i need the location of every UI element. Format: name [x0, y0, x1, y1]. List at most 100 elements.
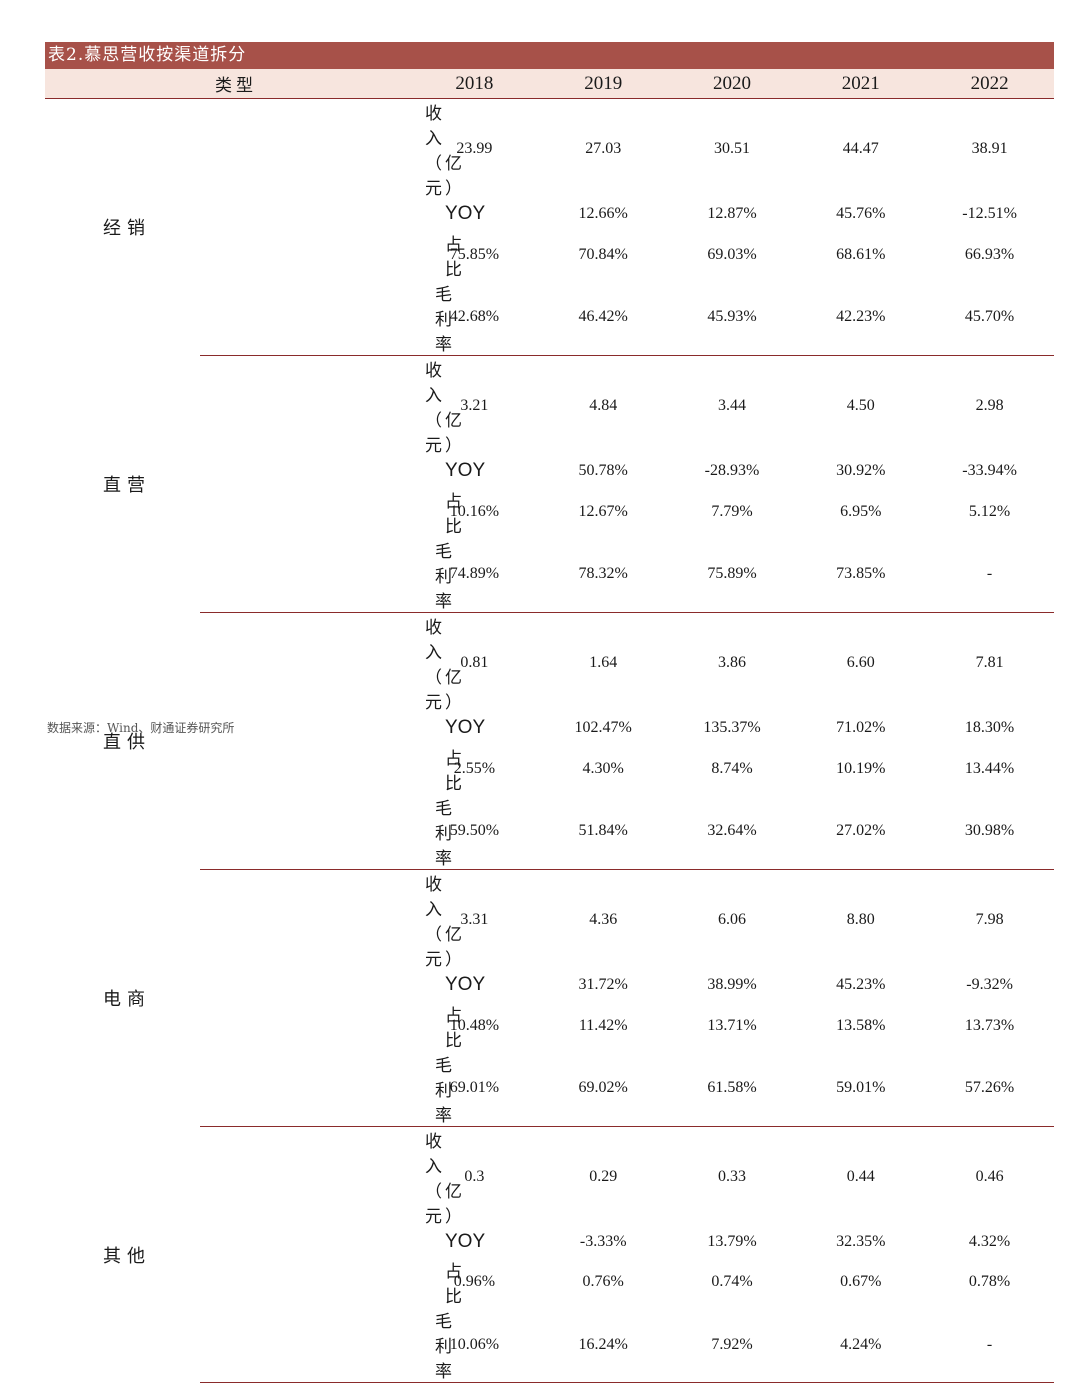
metric-label: 占比 [445, 234, 465, 280]
table-cell: 27.03 [585, 140, 622, 157]
table-cell: 7.79% [711, 502, 753, 520]
table-cell: 45.93% [667, 279, 797, 356]
table-cell: 0.67% [840, 1273, 882, 1291]
table-cell: 44.47 [842, 140, 879, 157]
source-note: 数据来源：Wind、财通证券研究所 [47, 721, 235, 735]
table-title: 表2.慕思营收按渠道拆分 [45, 42, 1054, 69]
table-cell: 68.61% [836, 245, 886, 263]
metric-label: YOY [445, 974, 486, 996]
table-cell: 16.24% [538, 1307, 668, 1383]
table-cell: 8.80 [846, 910, 875, 928]
table-row: YOY 102.47% 135.37% 71.02% 18.30% [45, 713, 1054, 744]
table-cell: 102.47% [574, 719, 632, 737]
table-cell: 4.32% [968, 1233, 1011, 1250]
channel-label: 电商 [103, 988, 151, 1010]
table-cell: 0.81 [460, 653, 489, 671]
table-cell: - [925, 536, 1054, 613]
table-cell: 10.06% [410, 1307, 539, 1383]
table-cell: 50.78% [578, 462, 628, 480]
table-cell: 4.36 [589, 910, 618, 928]
table-row: 占比 75.85% 70.84% 69.03% 68.61% 66.93% [45, 230, 1054, 280]
metric-label: YOY [445, 1231, 486, 1252]
table-cell: -9.32% [966, 976, 1013, 994]
table-cell: 30.51 [713, 140, 750, 157]
table-cell: 78.32% [538, 536, 668, 613]
metric-label: 毛利率 [200, 1050, 452, 1127]
table-cell: 4.84 [589, 396, 618, 414]
table-cell: 59.01% [796, 1050, 926, 1127]
table-cell: 2.55% [453, 759, 496, 777]
table-cell: 5.12% [968, 502, 1011, 520]
table-cell: 71.02% [836, 719, 886, 737]
table-row: 毛利率 74.89% 78.32% 75.89% 73.85% - [45, 536, 1054, 613]
table-cell: 27.02% [796, 793, 926, 870]
table-cell: 42.23% [796, 279, 926, 356]
metric-label: 占比 [445, 1005, 465, 1051]
metric-label: 占比 [445, 491, 465, 537]
table-cell: 45.76% [836, 205, 886, 223]
table-cell: 10.16% [449, 502, 500, 520]
table-cell: 69.02% [538, 1050, 668, 1127]
table-cell: 0.76% [582, 1273, 624, 1291]
table-cell: 13.79% [707, 1233, 757, 1250]
metric-label: 毛利率 [200, 279, 452, 356]
table-cell: 6.95% [840, 502, 882, 520]
metric-label: YOY [445, 717, 486, 739]
table-cell: 12.66% [578, 205, 628, 223]
table-cell: 4.30% [582, 759, 624, 777]
table-row: YOY 12.66% 12.87% 45.76% -12.51% [45, 199, 1054, 230]
table-cell: 0.46 [975, 1167, 1004, 1185]
metric-label: 毛利率 [200, 793, 452, 870]
header-year: 2019 [538, 69, 668, 99]
header-year: 2021 [796, 69, 926, 99]
table-row: 毛利率 42.68% 46.42% 45.93% 42.23% 45.70% [45, 279, 1054, 356]
metric-label: 占比 [445, 1262, 465, 1308]
header-year: 2022 [925, 69, 1054, 99]
table-cell: 13.71% [707, 1016, 757, 1034]
table-cell: 0.44 [846, 1167, 875, 1185]
channel-label: 经销 [103, 218, 151, 240]
metric-label: 收入（亿元） [425, 874, 465, 970]
table-cell: 46.42% [538, 279, 668, 356]
table-row: 经销 收入（亿元） 23.99 27.03 30.51 44.47 38.91 [45, 99, 1054, 239]
metric-label: 毛利率 [200, 1307, 452, 1383]
channel-label: 其他 [103, 1245, 151, 1267]
metric-label: 收入（亿元） [425, 360, 465, 456]
table-cell: 32.35% [836, 1233, 886, 1250]
table-cell: 74.89% [410, 536, 539, 613]
table-row: 其他 收入（亿元） 0.3 0.29 0.33 0.44 0.46 [45, 1126, 1054, 1267]
table-cell: 3.21 [460, 396, 489, 414]
table-cell: 6.06 [717, 910, 746, 928]
table-cell: 0.78% [968, 1273, 1011, 1291]
table-cell: 69.03% [707, 245, 757, 263]
table-cell: 12.67% [578, 502, 628, 520]
table-cell: 73.85% [796, 536, 926, 613]
metric-label: 毛利率 [200, 536, 452, 613]
table-row: 占比 10.16% 12.67% 7.79% 6.95% 5.12% [45, 487, 1054, 537]
metric-label: 占比 [445, 748, 465, 794]
table-cell: 30.92% [836, 462, 886, 480]
table-cell: 0.74% [711, 1273, 753, 1291]
table-cell: 0.96% [453, 1273, 496, 1291]
table-cell: 10.19% [836, 759, 886, 777]
table-cell: 10.48% [449, 1016, 500, 1034]
table-cell: 61.58% [667, 1050, 797, 1127]
table-cell: 1.64 [589, 653, 618, 671]
header-row: 类型 2018 2019 2020 2021 2022 [45, 69, 1054, 99]
table-row: YOY 50.78% -28.93% 30.92% -33.94% [45, 456, 1054, 487]
table-cell: 57.26% [925, 1050, 1054, 1127]
table-cell: 75.89% [667, 536, 797, 613]
table-cell: -12.51% [962, 205, 1017, 223]
table-cell: 12.87% [707, 205, 757, 223]
table-cell: 2.98 [975, 396, 1004, 414]
table-cell: 3.86 [717, 653, 746, 671]
table-cell: 23.99 [456, 140, 493, 157]
metric-label: 收入（亿元） [425, 617, 465, 713]
table-cell: 45.23% [836, 976, 886, 994]
table-cell: 6.60 [846, 653, 875, 671]
table-cell: 18.30% [964, 719, 1015, 737]
table-cell: 32.64% [667, 793, 797, 870]
metric-label: YOY [445, 203, 486, 225]
header-year: 2020 [667, 69, 797, 99]
table-cell: 13.58% [836, 1016, 886, 1034]
